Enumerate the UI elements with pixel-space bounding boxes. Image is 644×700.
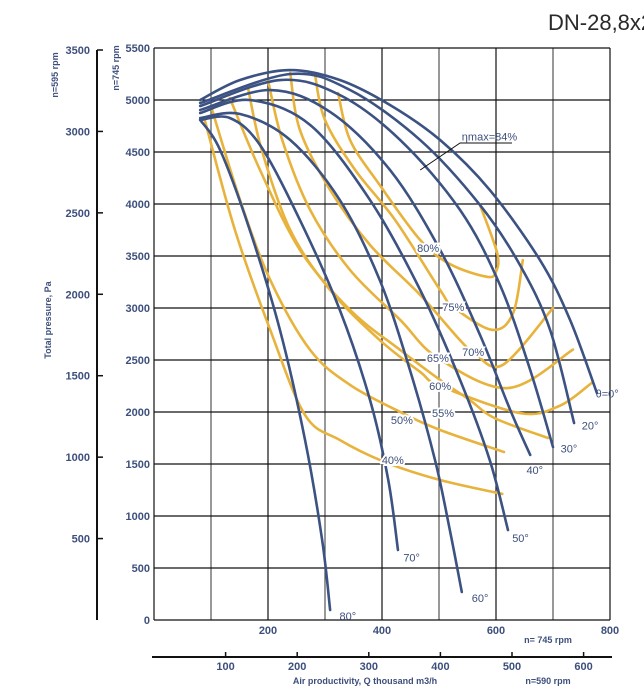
x-secondary-axis-label: n=590 rpm [525, 676, 570, 686]
efficiency-label: 50% [391, 415, 413, 427]
y-axis-title: Total pressure, Pa [43, 280, 53, 358]
x-secondary-tick-label: 100 [216, 661, 234, 673]
y-tick-label: 2000 [126, 407, 150, 419]
y-secondary-axis-label: n=595 rpm [50, 52, 60, 97]
x-secondary-tick-label: 400 [431, 661, 449, 673]
efficiency-label: 75% [442, 302, 464, 314]
eta-max-label: ηmax=84% [462, 131, 518, 143]
efficiency-label: 65% [427, 353, 449, 365]
y-tick-label: 4500 [126, 147, 150, 159]
y-tick-label: 500 [132, 563, 150, 575]
x-tick-label: 200 [259, 625, 277, 637]
y-tick-label: 3500 [126, 251, 150, 263]
blade-angle-curves [198, 68, 599, 612]
blade-curve-7 [198, 118, 332, 612]
blade-curve-3 [198, 88, 532, 457]
y-tick-label: 5500 [126, 43, 150, 55]
efficiency-curve-80 [336, 91, 500, 279]
x-main-axis-label: n= 745 rpm [524, 635, 572, 645]
x-tick-label: 600 [487, 625, 505, 637]
y-secondary-tick-label: 3000 [66, 126, 90, 138]
blade-curve-0 [198, 68, 599, 395]
blade-curve-2 [198, 78, 555, 449]
y-tick-label: 4000 [126, 199, 150, 211]
annotation-leader-line [419, 142, 512, 171]
y-tick-label: 1500 [126, 459, 150, 471]
y-secondary-tick-label: 2500 [66, 208, 90, 220]
efficiency-label: 40% [382, 455, 404, 467]
y-main-axis-label: n=745 rpm [111, 45, 121, 90]
blade-angle-label: 60° [472, 593, 489, 605]
blade-angle-label: 80° [339, 611, 356, 623]
efficiency-label: 80% [417, 243, 439, 255]
efficiency-label: 55% [432, 408, 454, 420]
grid [153, 47, 611, 621]
blade-curve-1 [198, 72, 576, 425]
blade-angle-label: 70° [403, 553, 420, 565]
efficiency-curve-60 [246, 86, 594, 416]
y-tick-label: 2500 [126, 355, 150, 367]
x-tick-label: 800 [601, 625, 619, 637]
x-tick-label: 400 [373, 625, 391, 637]
blade-angle-label: 40° [526, 465, 543, 477]
x-axis-title: Air productivity, Q thousand m3/h [293, 676, 437, 686]
y-secondary-tick-label: 1000 [66, 452, 90, 464]
y-tick-label: 1000 [126, 511, 150, 523]
y-secondary-tick-label: 2000 [66, 289, 90, 301]
efficiency-curve-40 [203, 118, 504, 496]
y-secondary-tick-label: 1500 [66, 371, 90, 383]
blade-angle-label: θ=0° [596, 388, 619, 400]
y-tick-label: 3000 [126, 303, 150, 315]
blade-angle-label: 50° [512, 533, 529, 545]
blade-curve-4 [198, 98, 510, 532]
efficiency-curves [203, 71, 594, 496]
x-secondary-tick-label: 600 [574, 661, 592, 673]
axes: 0 500 1000 1500 2000 2500 3000 3500 4000 4500 5000… [66, 43, 620, 673]
x-secondary-tick-label: 500 [503, 661, 521, 673]
y-tick-label: 0 [144, 615, 150, 627]
curve-labels: 40% 50% 55% 60% 65% 70% 75% 80% θ=0° 20° 30° 40° 50°… [339, 241, 619, 623]
blade-angle-label: 20° [582, 421, 599, 433]
x-secondary-tick-label: 200 [288, 661, 306, 673]
blade-curve-6 [198, 115, 400, 552]
blade-angle-label: 30° [561, 443, 578, 455]
efficiency-label: 60% [429, 381, 451, 393]
x-secondary-tick-label: 300 [360, 661, 378, 673]
y-secondary-tick-label: 500 [72, 534, 90, 546]
blade-curve-5 [198, 111, 464, 594]
efficiency-label: 70% [462, 347, 484, 359]
efficiency-curve-65 [266, 78, 575, 390]
eta-max-annotation: ηmax=84% [419, 131, 518, 171]
chart-title: DN-28,8x2 [548, 10, 644, 35]
efficiency-curve-75 [313, 71, 525, 332]
y-secondary-tick-label: 3500 [66, 45, 90, 57]
y-tick-label: 5000 [126, 95, 150, 107]
efficiency-curve-55 [228, 96, 550, 440]
